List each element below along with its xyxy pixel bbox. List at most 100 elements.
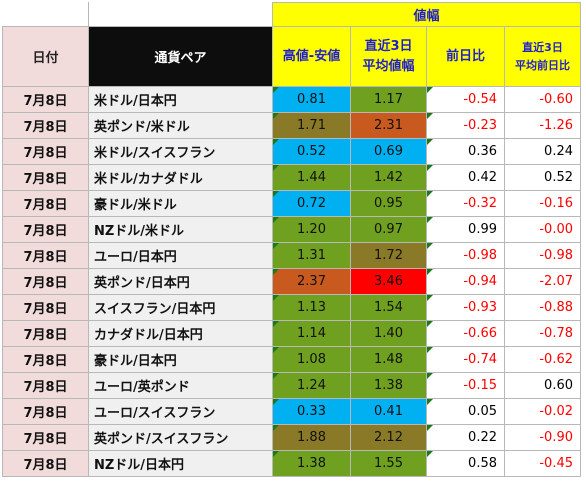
pair-cell: 米ドル/カナダドル bbox=[88, 164, 273, 191]
avg3-range-cell: 2.31 bbox=[350, 112, 427, 139]
date-cell: 7月8日 bbox=[2, 138, 89, 165]
high-low-cell: 1.71 bbox=[272, 112, 351, 139]
prev-day-cell: 0.99 bbox=[426, 216, 505, 243]
avg3-range-cell: 0.95 bbox=[350, 190, 427, 217]
high-low-cell: 1.08 bbox=[272, 346, 351, 373]
table-row: 7月8日 英ポンド/スイスフラン 1.88 2.12 0.22 -0.90 bbox=[2, 424, 581, 451]
header-group-title: 値幅 bbox=[272, 2, 581, 27]
avg3-prev-cell: -2.07 bbox=[504, 268, 581, 295]
table-row: 7月8日 米ドル/スイスフラン 0.52 0.69 0.36 0.24 bbox=[2, 138, 581, 165]
date-cell: 7月8日 bbox=[2, 450, 89, 477]
pair-cell: スイスフラン/日本円 bbox=[88, 294, 273, 321]
prev-day-cell: -0.15 bbox=[426, 372, 505, 399]
avg3-prev-cell: -0.60 bbox=[504, 86, 581, 113]
prev-day-cell: -0.32 bbox=[426, 190, 505, 217]
date-cell: 7月8日 bbox=[2, 424, 89, 451]
table-row: 7月8日 ユーロ/英ポンド 1.24 1.38 -0.15 0.60 bbox=[2, 372, 581, 399]
avg3-range-cell: 0.69 bbox=[350, 138, 427, 165]
pair-cell: カナダドル/日本円 bbox=[88, 320, 273, 347]
header-prev-day: 前日比 bbox=[426, 26, 505, 87]
avg3-prev-cell: -0.78 bbox=[504, 320, 581, 347]
high-low-cell: 1.14 bbox=[272, 320, 351, 347]
date-cell: 7月8日 bbox=[2, 294, 89, 321]
pair-cell: 豪ドル/米ドル bbox=[88, 190, 273, 217]
header-avg3-line1: 直近3日 bbox=[364, 38, 413, 54]
date-cell: 7月8日 bbox=[2, 242, 89, 269]
avg3-prev-cell: 0.24 bbox=[504, 138, 581, 165]
date-cell: 7月8日 bbox=[2, 86, 89, 113]
date-cell: 7月8日 bbox=[2, 398, 89, 425]
header-avg3-line2: 平均値幅 bbox=[362, 58, 415, 74]
header-columns-row: 日付 通貨ペア 高値-安値 直近3日 平均値幅 前日比 直近3日 平均前日比 bbox=[2, 26, 581, 87]
prev-day-cell: 0.36 bbox=[426, 138, 505, 165]
prev-day-cell: -0.54 bbox=[426, 86, 505, 113]
avg3-range-cell: 1.42 bbox=[350, 164, 427, 191]
date-cell: 7月8日 bbox=[2, 268, 89, 295]
high-low-cell: 1.44 bbox=[272, 164, 351, 191]
table-row: 7月8日 NZドル/米ドル 1.20 0.97 0.99 -0.00 bbox=[2, 216, 581, 243]
prev-day-cell: 0.58 bbox=[426, 450, 505, 477]
date-cell: 7月8日 bbox=[2, 372, 89, 399]
avg3-prev-cell: -0.88 bbox=[504, 294, 581, 321]
table-row: 7月8日 豪ドル/米ドル 0.72 0.95 -0.32 -0.16 bbox=[2, 190, 581, 217]
prev-day-cell: -0.66 bbox=[426, 320, 505, 347]
avg3-range-cell: 3.46 bbox=[350, 268, 427, 295]
header-avg3prev-line2: 平均前日比 bbox=[515, 58, 570, 72]
avg3-range-cell: 1.38 bbox=[350, 372, 427, 399]
avg3-range-cell: 1.17 bbox=[350, 86, 427, 113]
header-avg3-prev: 直近3日 平均前日比 bbox=[504, 26, 581, 87]
high-low-cell: 0.81 bbox=[272, 86, 351, 113]
pair-cell: NZドル/米ドル bbox=[88, 216, 273, 243]
table-row: 7月8日 米ドル/カナダドル 1.44 1.42 0.42 0.52 bbox=[2, 164, 581, 191]
prev-day-cell: 0.22 bbox=[426, 424, 505, 451]
header-high-low: 高値-安値 bbox=[272, 26, 351, 87]
avg3-prev-cell: 0.60 bbox=[504, 372, 581, 399]
avg3-range-cell: 1.48 bbox=[350, 346, 427, 373]
header-avg3prev-line1: 直近3日 bbox=[522, 40, 563, 54]
header-date: 日付 bbox=[2, 26, 89, 87]
date-cell: 7月8日 bbox=[2, 112, 89, 139]
date-cell: 7月8日 bbox=[2, 346, 89, 373]
table-row: 7月8日 英ポンド/米ドル 1.71 2.31 -0.23 -1.26 bbox=[2, 112, 581, 139]
high-low-cell: 1.20 bbox=[272, 216, 351, 243]
high-low-cell: 0.33 bbox=[272, 398, 351, 425]
avg3-prev-cell: -0.62 bbox=[504, 346, 581, 373]
pair-cell: 英ポンド/日本円 bbox=[88, 268, 273, 295]
high-low-cell: 1.88 bbox=[272, 424, 351, 451]
avg3-prev-cell: -0.98 bbox=[504, 242, 581, 269]
prev-day-cell: -0.74 bbox=[426, 346, 505, 373]
avg3-range-cell: 0.41 bbox=[350, 398, 427, 425]
table-row: 7月8日 豪ドル/日本円 1.08 1.48 -0.74 -0.62 bbox=[2, 346, 581, 373]
table-row: 7月8日 カナダドル/日本円 1.14 1.40 -0.66 -0.78 bbox=[2, 320, 581, 347]
avg3-prev-cell: -0.00 bbox=[504, 216, 581, 243]
prev-day-cell: -0.93 bbox=[426, 294, 505, 321]
high-low-cell: 1.31 bbox=[272, 242, 351, 269]
date-cell: 7月8日 bbox=[2, 190, 89, 217]
pair-cell: 米ドル/スイスフラン bbox=[88, 138, 273, 165]
pair-cell: 英ポンド/米ドル bbox=[88, 112, 273, 139]
volatility-table: 値幅 日付 通貨ペア 高値-安値 直近3日 平均値幅 前日比 直近3日 平均前日… bbox=[2, 2, 581, 477]
avg3-range-cell: 1.54 bbox=[350, 294, 427, 321]
table-row: 7月8日 NZドル/日本円 1.38 1.55 0.58 -0.45 bbox=[2, 450, 581, 477]
avg3-range-cell: 2.12 bbox=[350, 424, 427, 451]
pair-cell: 豪ドル/日本円 bbox=[88, 346, 273, 373]
header-blank bbox=[88, 2, 273, 27]
date-cell: 7月8日 bbox=[2, 164, 89, 191]
pair-cell: ユーロ/スイスフラン bbox=[88, 398, 273, 425]
prev-day-cell: -0.94 bbox=[426, 268, 505, 295]
high-low-cell: 1.24 bbox=[272, 372, 351, 399]
table-row: 7月8日 英ポンド/日本円 2.37 3.46 -0.94 -2.07 bbox=[2, 268, 581, 295]
table-row: 7月8日 米ドル/日本円 0.81 1.17 -0.54 -0.60 bbox=[2, 86, 581, 113]
avg3-prev-cell: -0.90 bbox=[504, 424, 581, 451]
pair-cell: ユーロ/日本円 bbox=[88, 242, 273, 269]
table-row: 7月8日 スイスフラン/日本円 1.13 1.54 -0.93 -0.88 bbox=[2, 294, 581, 321]
prev-day-cell: -0.98 bbox=[426, 242, 505, 269]
pair-cell: ユーロ/英ポンド bbox=[88, 372, 273, 399]
pair-cell: 米ドル/日本円 bbox=[88, 86, 273, 113]
avg3-range-cell: 0.97 bbox=[350, 216, 427, 243]
table-row: 7月8日 ユーロ/スイスフラン 0.33 0.41 0.05 -0.02 bbox=[2, 398, 581, 425]
high-low-cell: 0.72 bbox=[272, 190, 351, 217]
avg3-range-cell: 1.40 bbox=[350, 320, 427, 347]
high-low-cell: 2.37 bbox=[272, 268, 351, 295]
